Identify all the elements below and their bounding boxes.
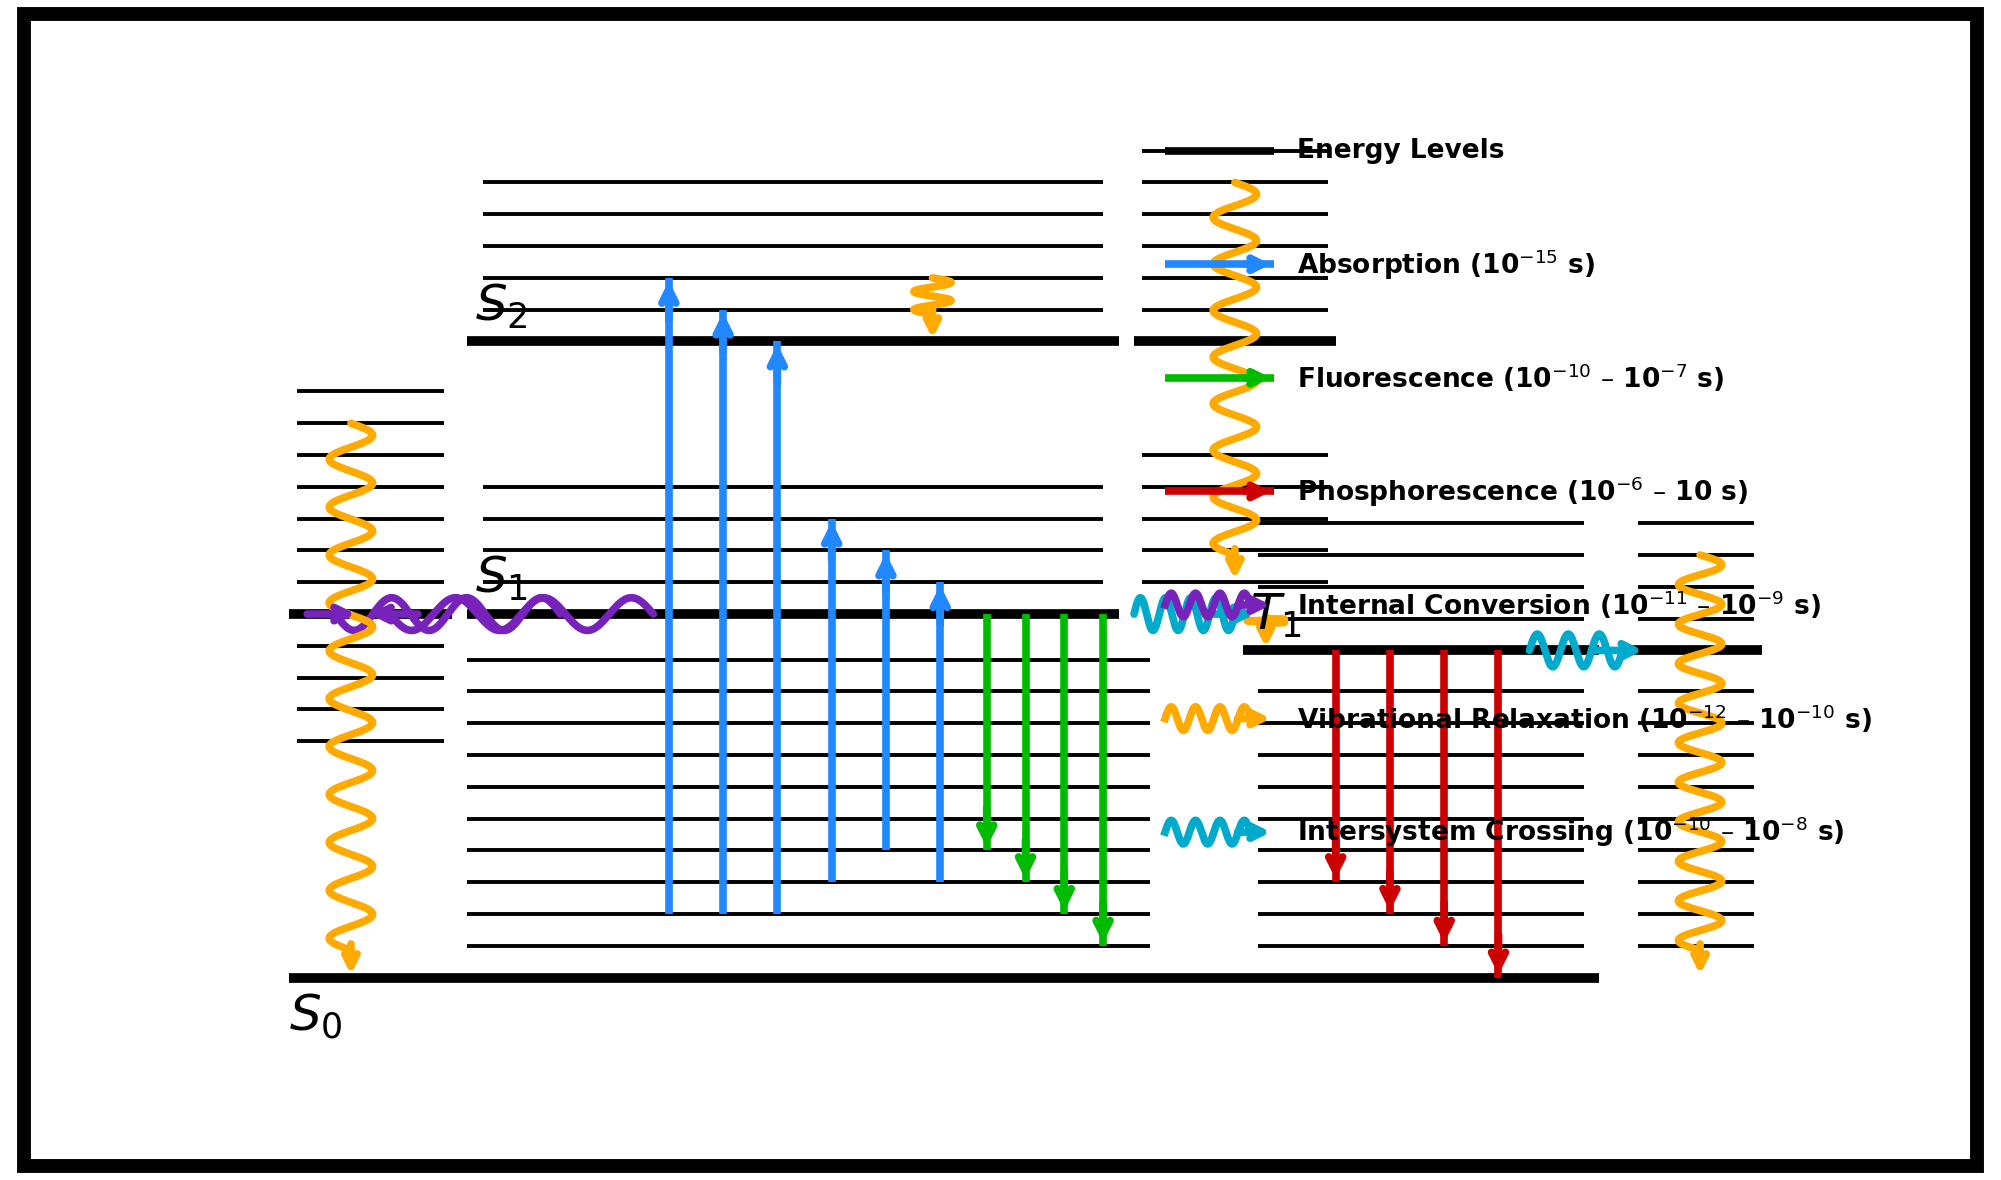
Text: $S_2$: $S_2$ xyxy=(474,282,528,330)
Text: $T_1$: $T_1$ xyxy=(1251,591,1303,640)
Text: Energy Levels: Energy Levels xyxy=(1297,138,1505,164)
Text: Intersystem Crossing (10$^{-10}$ – 10$^{-8}$ s): Intersystem Crossing (10$^{-10}$ – 10$^{… xyxy=(1297,815,1845,850)
Text: Absorption (10$^{-15}$ s): Absorption (10$^{-15}$ s) xyxy=(1297,247,1595,282)
Text: Phosphorescence (10$^{-6}$ – 10 s): Phosphorescence (10$^{-6}$ – 10 s) xyxy=(1297,474,1749,509)
Text: Vibrational Relaxation (10$^{-12}$ – 10$^{-10}$ s): Vibrational Relaxation (10$^{-12}$ – 10$… xyxy=(1297,702,1871,735)
Text: Internal Conversion (10$^{-11}$ – 10$^{-9}$ s): Internal Conversion (10$^{-11}$ – 10$^{-… xyxy=(1297,589,1821,621)
Text: $S_0$: $S_0$ xyxy=(288,991,342,1041)
Text: $S_1$: $S_1$ xyxy=(474,555,528,603)
Text: Fluorescence (10$^{-10}$ – 10$^{-7}$ s): Fluorescence (10$^{-10}$ – 10$^{-7}$ s) xyxy=(1297,361,1725,394)
